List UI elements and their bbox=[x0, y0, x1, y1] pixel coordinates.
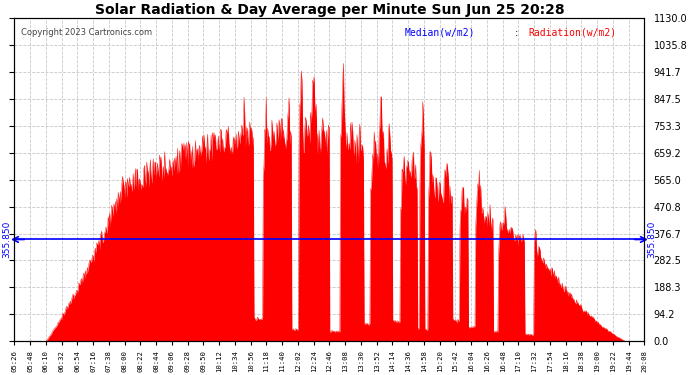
Title: Solar Radiation & Day Average per Minute Sun Jun 25 20:28: Solar Radiation & Day Average per Minute… bbox=[95, 3, 564, 17]
Text: Radiation(w/m2): Radiation(w/m2) bbox=[528, 28, 616, 38]
Text: Median(w/m2): Median(w/m2) bbox=[405, 28, 475, 38]
Text: 355.850: 355.850 bbox=[648, 221, 657, 258]
Text: Copyright 2023 Cartronics.com: Copyright 2023 Cartronics.com bbox=[21, 28, 152, 37]
Text: 355.850: 355.850 bbox=[2, 221, 11, 258]
Text: :: : bbox=[515, 28, 519, 38]
